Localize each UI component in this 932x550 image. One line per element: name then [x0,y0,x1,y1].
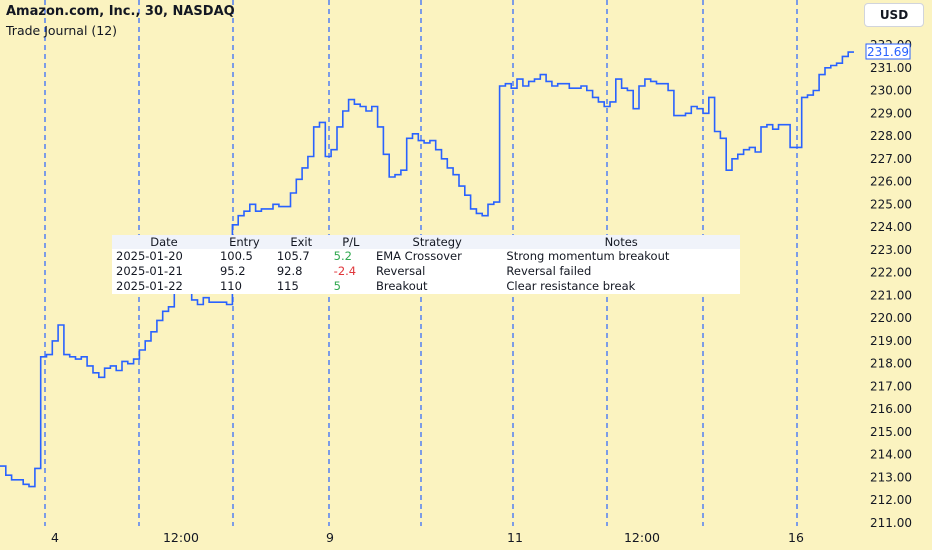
symbol-title[interactable]: Amazon.com, Inc., 30, NASDAQ [6,4,235,19]
time-tick-label: 16 [788,530,804,545]
price-tick-label: 219.00 [870,334,912,348]
cell-entry: 110 [219,279,242,293]
table-header-row: Date Entry Exit P/L Strategy Notes [112,235,740,249]
price-tick-label: 231.00 [870,61,912,75]
price-tick-label: 226.00 [870,175,912,189]
column-header-strategy: Strategy [412,235,462,249]
chart-legend: Amazon.com, Inc., 30, NASDAQ Trade Journ… [6,3,235,39]
cell-entry: 100.5 [219,249,253,263]
price-tick-label: 220.00 [870,311,912,325]
price-line [0,51,854,488]
column-header-entry: Entry [229,235,260,249]
price-tick-label: 223.00 [870,243,912,257]
cell-date: 2025-01-20 [116,249,183,263]
price-tick-label: 216.00 [870,402,912,416]
price-tick-label: 211.00 [870,516,912,530]
column-header-date: Date [150,235,178,249]
last-price-label: 231.69 [867,45,909,59]
price-tick-label: 227.00 [870,152,912,166]
cell-pl: 5 [333,279,341,293]
time-tick-label: 12:00 [624,530,660,545]
price-tick-label: 212.00 [870,493,912,507]
cell-entry: 95.2 [219,264,246,278]
cell-strategy: EMA Crossover [375,249,462,263]
price-tick-label: 230.00 [870,84,912,98]
price-tick-label: 213.00 [870,471,912,485]
price-tick-label: 229.00 [870,106,912,120]
time-tick-label: 9 [326,530,334,545]
cell-strategy: Reversal [375,264,426,278]
cell-date: 2025-01-22 [116,279,183,293]
cell-exit: 115 [276,279,299,293]
price-tick-label: 228.00 [870,129,912,143]
table-row: 2025-01-21 95.2 92.8 -2.4 Reversal Rever… [112,264,740,279]
column-header-exit: Exit [290,235,313,249]
price-axis: 232.00231.00230.00229.00228.00227.00226.… [870,38,912,530]
price-tick-label: 218.00 [870,357,912,371]
price-series [0,51,854,488]
cell-notes: Clear resistance break [506,279,636,293]
trade-journal-table: Date Entry Exit P/L Strategy Notes 2025-… [112,235,740,294]
price-tick-label: 214.00 [870,448,912,462]
currency-button[interactable]: USD [864,3,924,27]
price-tick-label: 217.00 [870,379,912,393]
cell-notes: Reversal failed [506,264,592,278]
price-tick-label: 215.00 [870,425,912,439]
time-tick-label: 11 [507,530,523,545]
cell-date: 2025-01-21 [116,264,183,278]
table-row: 2025-01-20 100.5 105.7 5.2 EMA Crossover… [112,249,740,264]
price-tick-label: 225.00 [870,197,912,211]
cell-notes: Strong momentum breakout [506,249,670,263]
cell-pl: 5.2 [333,249,352,263]
column-header-notes: Notes [604,235,638,249]
time-axis: 4 12:00 9 11 12:00 16 [51,530,804,545]
time-tick-label: 12:00 [163,530,199,545]
price-tick-label: 222.00 [870,266,912,280]
price-tick-label: 224.00 [870,220,912,234]
time-tick-label: 4 [51,530,59,545]
cell-exit: 105.7 [276,249,310,263]
column-header-pl: P/L [342,235,360,249]
cell-pl: -2.4 [333,264,357,278]
last-price-marker: 231.69 [865,43,911,60]
cell-exit: 92.8 [276,264,303,278]
indicator-title[interactable]: Trade Journal (12) [6,23,118,38]
table-row: 2025-01-22 110 115 5 Breakout Clear resi… [112,279,740,294]
price-tick-label: 221.00 [870,288,912,302]
cell-strategy: Breakout [375,279,428,293]
